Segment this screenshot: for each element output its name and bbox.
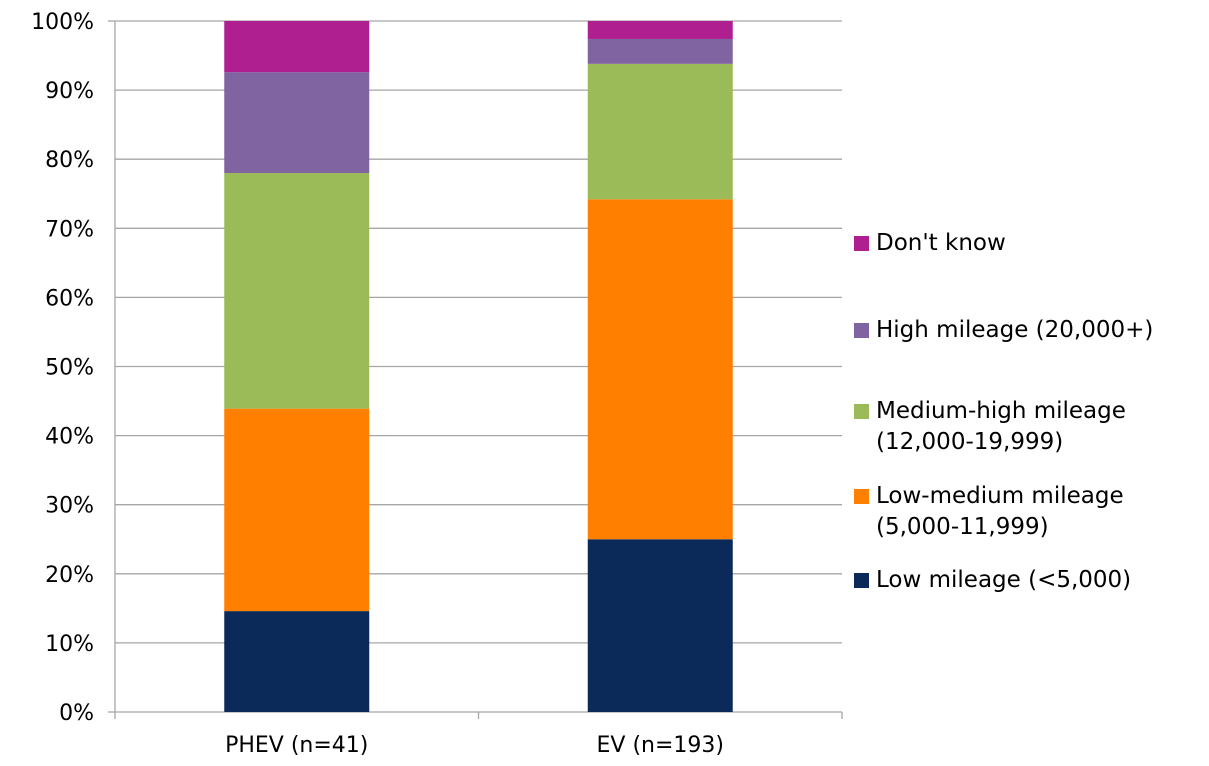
bar-segment xyxy=(224,21,370,73)
bar-segment xyxy=(224,72,370,174)
y-tick-label: 50% xyxy=(45,356,94,381)
legend-label: Medium-high mileage (12,000-19,999) xyxy=(876,398,1126,455)
legend-item: Low mileage (<5,000) xyxy=(854,565,1131,596)
legend-item: Don't know xyxy=(854,228,1006,259)
y-tick-label: 80% xyxy=(45,148,94,173)
legend-item: High mileage (20,000+) xyxy=(854,315,1153,346)
bar-segment xyxy=(587,38,733,64)
legend-swatch xyxy=(854,573,869,588)
bar-segment xyxy=(224,173,370,409)
legend-item: Low-medium mileage (5,000-11,999) xyxy=(854,481,1124,543)
bar-segment xyxy=(587,539,733,712)
y-tick-label: 90% xyxy=(45,79,94,104)
bar-segment xyxy=(224,611,370,712)
legend-swatch xyxy=(854,489,869,504)
y-tick-label: 100% xyxy=(31,10,94,35)
legend-label: Low-medium mileage (5,000-11,999) xyxy=(876,483,1124,540)
y-tick-label: 70% xyxy=(45,217,94,242)
legend-label: Low mileage (<5,000) xyxy=(876,567,1132,593)
y-tick-label: 60% xyxy=(45,286,94,311)
bar-segment xyxy=(224,408,370,612)
legend-swatch xyxy=(854,323,869,338)
y-tick-label: 10% xyxy=(45,632,94,657)
y-tick-label: 0% xyxy=(59,701,94,726)
y-tick-label: 40% xyxy=(45,425,94,450)
legend-item: Medium-high mileage (12,000-19,999) xyxy=(854,396,1126,458)
y-tick-label: 30% xyxy=(45,494,94,519)
legend-swatch xyxy=(854,404,869,419)
legend-label: High mileage (20,000+) xyxy=(876,317,1154,343)
bar-segment xyxy=(587,63,733,200)
bar-segment xyxy=(587,199,733,540)
bar-segment xyxy=(587,21,733,39)
x-tick-label: PHEV (n=41) xyxy=(225,733,368,758)
legend-swatch xyxy=(854,236,869,251)
legend-label: Don't know xyxy=(876,230,1006,256)
y-tick-label: 20% xyxy=(45,563,94,588)
x-tick-label: EV (n=193) xyxy=(597,733,724,758)
